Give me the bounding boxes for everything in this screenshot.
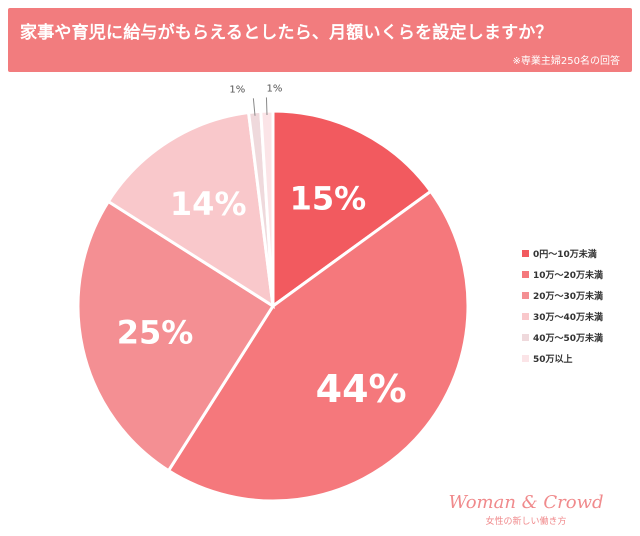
chart-header: 家事や育児に給与がもらえるとしたら、月額いくらを設定しますか？ ※専業主婦250…	[8, 8, 632, 72]
pie-slice-1	[271, 109, 433, 309]
slice-label-5: 1%	[229, 84, 245, 95]
legend-item-4: 30万～40万未満	[522, 307, 632, 325]
legend-item-5: 40万～50万未満	[522, 328, 632, 346]
legend-swatch	[522, 291, 529, 299]
brand-tagline: 女性の新しい働き方	[485, 517, 567, 527]
legend-label: 0円～10万未満	[533, 249, 597, 260]
legend-label: 20万～30万未満	[533, 291, 604, 302]
leader-line-5	[252, 98, 256, 116]
legend-swatch	[522, 249, 529, 257]
chart-legend: 0円～10万未満 10万～20万未満 20万～30万未満 30万～40万未満 40万～5…	[522, 244, 632, 370]
legend-label: 10万～20万未満	[533, 270, 604, 281]
legend-swatch	[522, 354, 529, 362]
legend-label: 30万～40万未満	[533, 312, 604, 323]
legend-item-2: 10万～20万未満	[522, 265, 632, 283]
slice-label-6: 1%	[267, 83, 283, 94]
legend-label: 40万～50万未満	[533, 333, 604, 344]
slice-label-3: 25%	[117, 313, 194, 351]
legend-item-6: 50万以上	[522, 349, 632, 367]
slice-label-4: 14%	[170, 185, 247, 223]
slice-label-1: 15%	[290, 179, 367, 217]
leader-line-6	[265, 97, 268, 116]
brand-name: Woman & Crowd	[448, 492, 604, 513]
legend-item-3: 20万～30万未満	[522, 286, 632, 304]
sample-note: ※専業主婦250名の回答	[512, 56, 620, 67]
brand-logo: Woman & Crowd 女性の新しい働き方	[446, 492, 606, 527]
slice-label-2: 44%	[316, 367, 407, 411]
legend-swatch	[522, 312, 529, 320]
pie-slice-4	[106, 110, 275, 309]
pie-slice-2	[166, 189, 470, 503]
pie-slice-3	[76, 199, 276, 473]
legend-swatch	[522, 270, 529, 278]
legend-swatch	[522, 333, 529, 341]
legend-item-1: 0円～10万未満	[522, 244, 632, 262]
legend-label: 50万以上	[533, 354, 573, 365]
chart-title: 家事や育児に給与がもらえるとしたら、月額いくらを設定しますか？	[20, 23, 553, 43]
